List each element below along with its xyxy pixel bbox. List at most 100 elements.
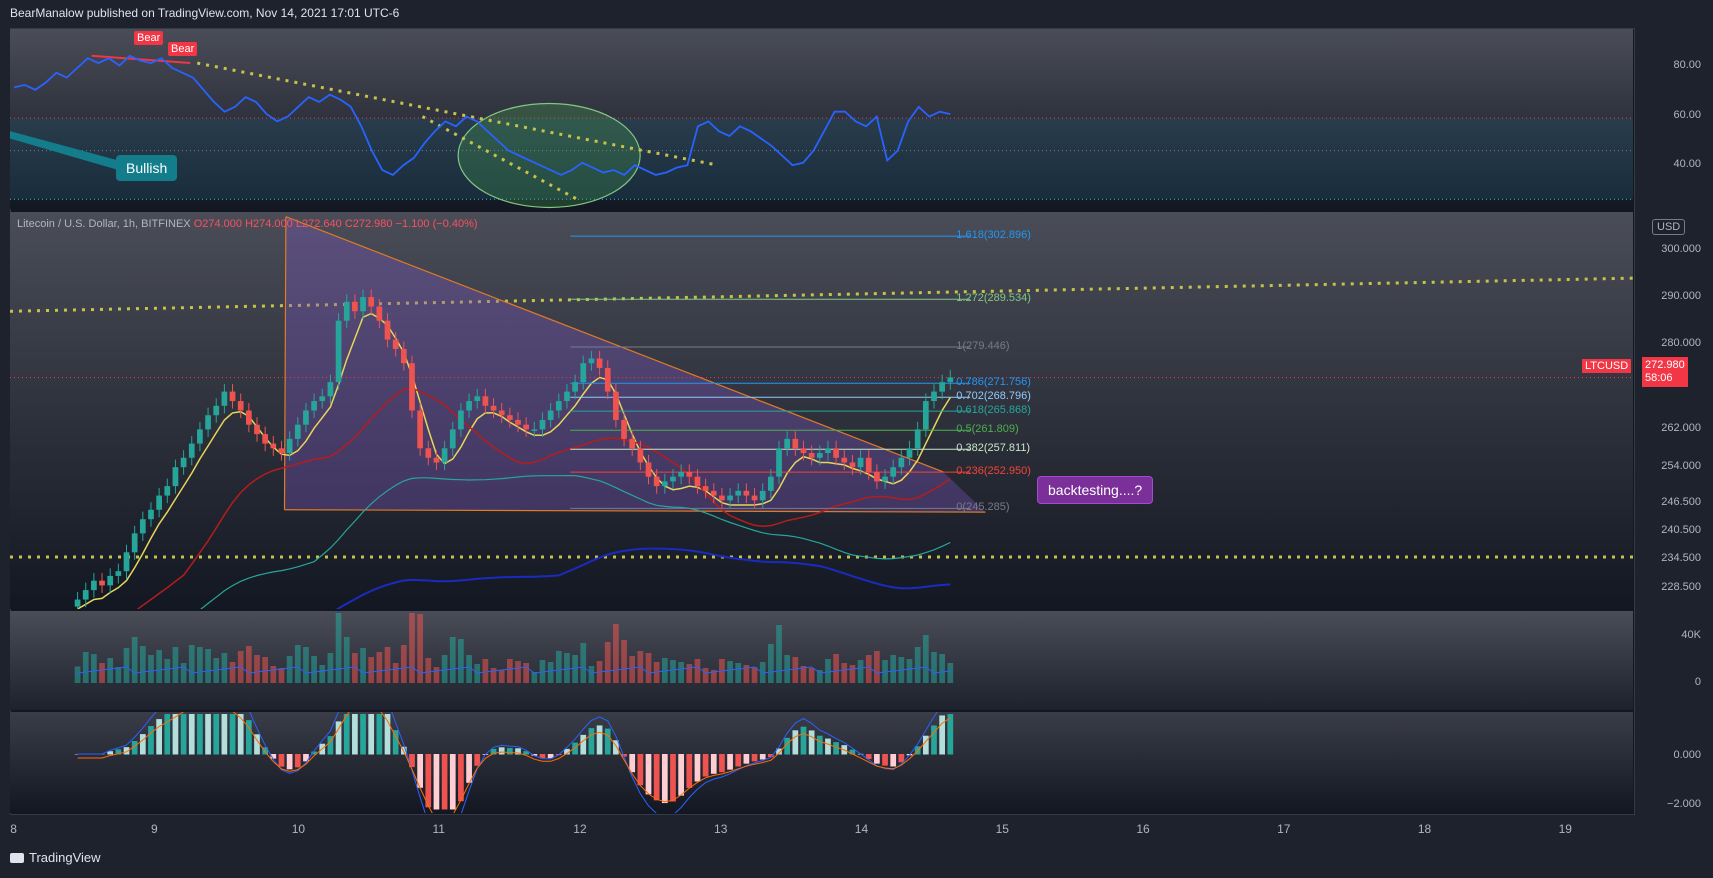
volume-bar: [555, 651, 562, 683]
volume-tick: 0: [1694, 676, 1701, 688]
price-tick: 234.500: [1661, 552, 1701, 565]
fib-level-label: 0.382(257.811): [956, 442, 1031, 455]
candle-body: [759, 490, 766, 501]
volume-bar: [629, 656, 636, 683]
volume-bar: [792, 657, 799, 683]
candle-body: [694, 476, 701, 487]
candle-body: [343, 301, 350, 321]
price-tick: 290.000: [1661, 290, 1701, 303]
candle-body: [270, 443, 277, 449]
ma-yellow-line: [77, 312, 951, 609]
volume-bar: [498, 670, 505, 683]
price-tick: 280.000: [1661, 337, 1701, 350]
volume-bar: [262, 657, 269, 683]
candle-body: [841, 457, 848, 463]
macd-histogram-bar: [115, 749, 122, 755]
volume-bar: [392, 663, 399, 683]
candle-body: [670, 476, 676, 482]
macd-histogram-bar: [392, 730, 399, 755]
candle-body: [792, 438, 799, 449]
macd-histogram-bar: [922, 735, 929, 755]
macd-pane[interactable]: [10, 712, 1633, 813]
price-axis[interactable]: 300.000 290.000 280.000 262.000 254.000 246.5…: [1633, 212, 1713, 609]
volume-bar: [270, 666, 277, 683]
volume-axis[interactable]: 40K 0: [1633, 611, 1713, 710]
volume-bar: [400, 645, 407, 683]
rsi-tick: 60.00: [1673, 109, 1701, 121]
candle-body: [661, 481, 668, 487]
publisher-header: BearManalow published on TradingView.com…: [10, 6, 400, 20]
candle-body: [645, 462, 652, 477]
candle-body: [572, 382, 578, 392]
macd-histogram-bar: [588, 728, 595, 755]
macd-histogram-bar: [523, 751, 530, 755]
macd-histogram-bar: [604, 728, 611, 755]
macd-histogram-bar: [743, 754, 750, 764]
volume-bar: [229, 662, 236, 683]
candle-body: [466, 401, 472, 411]
time-tick: 11: [432, 822, 445, 836]
rsi-axis[interactable]: 80.00 60.00 40.00: [1633, 29, 1713, 209]
price-legend: Litecoin / U.S. Dollar, 1h, BITFINEX O27…: [17, 218, 478, 230]
fib-level-label: 1.272(289.534): [956, 292, 1031, 305]
candle-body: [237, 401, 244, 411]
volume-bar: [384, 647, 391, 683]
volume-bar: [156, 650, 162, 683]
macd-histogram-bar: [653, 754, 660, 801]
rsi-pane[interactable]: [10, 29, 1633, 209]
volume-bar: [286, 656, 293, 683]
candle-body: [580, 363, 587, 383]
backtesting-note[interactable]: backtesting....?: [1037, 476, 1154, 504]
symbol-tag: LTCUSD: [1582, 359, 1632, 373]
macd-axis[interactable]: 0.000 −2.000: [1633, 712, 1713, 813]
price-tick: 254.000: [1661, 460, 1701, 473]
tradingview-logo[interactable]: TradingView: [10, 850, 101, 865]
candle-body: [743, 490, 750, 496]
candle-body: [368, 297, 375, 307]
macd-histogram-bar: [449, 754, 456, 810]
candle-body: [82, 590, 89, 600]
volume-bar: [278, 668, 285, 683]
candle-body: [417, 410, 423, 449]
candle-body: [335, 320, 342, 383]
volume-bar: [678, 662, 684, 683]
macd-histogram-bar: [123, 747, 130, 755]
candle-body: [531, 429, 538, 431]
candle-body: [539, 419, 546, 430]
candle-body: [156, 495, 162, 510]
candle-body: [245, 410, 252, 425]
bear-label-2: Bear: [168, 42, 198, 56]
bullish-pointer: [10, 131, 127, 173]
candle-body: [686, 471, 693, 477]
volume-bar: [91, 654, 97, 683]
candle-body: [131, 533, 138, 553]
macd-histogram-bar: [531, 754, 538, 756]
macd-histogram-bar: [515, 748, 521, 755]
volume-bar: [874, 651, 880, 683]
legend-open: O274.000: [193, 218, 243, 230]
volume-pane[interactable]: [10, 611, 1633, 710]
volume-background: [10, 611, 1633, 710]
currency-button[interactable]: USD: [1652, 219, 1686, 235]
macd-histogram-bar: [433, 754, 440, 810]
macd-histogram-bar: [751, 754, 758, 762]
candle-body: [139, 519, 146, 534]
candle-body: [474, 396, 481, 402]
fib-level-label: 0.702(268.796): [956, 390, 1031, 403]
volume-bar: [417, 614, 423, 683]
price-pane[interactable]: [10, 212, 1633, 609]
macd-histogram-bar: [417, 754, 423, 788]
volume-bar: [947, 663, 954, 683]
candle-body: [180, 457, 187, 468]
candle-body: [352, 301, 358, 312]
candle-body: [425, 448, 432, 458]
volume-bar: [865, 655, 872, 683]
candle-body: [833, 448, 839, 458]
macd-histogram-bar: [759, 754, 766, 760]
macd-histogram-bar: [596, 725, 603, 755]
bullish-note[interactable]: Bullish: [116, 155, 178, 181]
candle-body: [702, 486, 709, 491]
volume-bar: [409, 613, 415, 683]
macd-histogram-bar: [539, 754, 546, 759]
rsi-chart: [10, 29, 1633, 209]
